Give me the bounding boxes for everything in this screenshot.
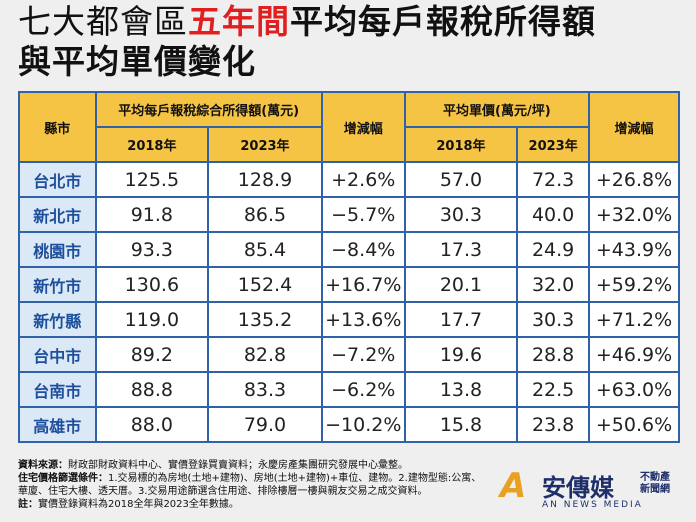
value-cell: 40.0 (516, 196, 591, 233)
value-cell: 19.6 (403, 336, 519, 373)
value-cell: −5.7% (320, 196, 406, 233)
value-cell: 72.3 (516, 161, 591, 198)
value-cell: +71.2% (588, 301, 680, 338)
table-row: 桃園市 93.3 85.4 −8.4% 17.3 24.9 +43.9% (18, 231, 680, 268)
value-cell: +50.6% (588, 406, 680, 443)
value-cell: 130.6 (94, 266, 210, 303)
value-cell: 88.0 (94, 406, 210, 443)
value-cell: 17.7 (403, 301, 519, 338)
title-highlight: 五年間 (188, 2, 290, 41)
city-cell: 台南市 (18, 371, 97, 408)
subheader-cell: 2023年 (516, 126, 591, 163)
header-cell: 縣市 (18, 91, 97, 163)
value-cell: 23.8 (516, 406, 591, 443)
value-cell: 22.5 (516, 371, 591, 408)
note-label: 資料來源： (18, 460, 68, 471)
value-cell: 83.3 (207, 371, 323, 408)
subheader-row: 2018年 2023年 2018年 2023年 (19, 126, 679, 163)
logo-sub: AN NEWS MEDIA (542, 500, 643, 510)
value-cell: 13.8 (403, 371, 519, 408)
value-cell: 32.0 (516, 266, 591, 303)
table-row: 台南市 88.8 83.3 −6.2% 13.8 22.5 +63.0% (18, 371, 680, 408)
note-text: 1.交易標的為房地(土地+建物)、房地(土地+建物)+車位、建物。2.建物型態:… (18, 473, 482, 497)
value-cell: +32.0% (588, 196, 680, 233)
value-cell: −10.2% (320, 406, 406, 443)
value-cell: 57.0 (403, 161, 519, 198)
value-cell: 91.8 (94, 196, 210, 233)
value-cell: 128.9 (207, 161, 323, 198)
header-row: 縣市 平均每戶報稅綜合所得額(萬元) 增減幅 平均單價(萬元/坪) 增減幅 (18, 91, 680, 163)
value-cell: +43.9% (588, 231, 680, 268)
value-cell: +59.2% (588, 266, 680, 303)
value-cell: +16.7% (320, 266, 406, 303)
notes: 資料來源：財政部財政資料中心、實價登錄買賣資料；永慶房產集團研究發展中心彙整。住… (18, 459, 488, 511)
header-cell: 增減幅 (320, 91, 406, 163)
table-row: 高雄市 88.0 79.0 −10.2% 15.8 23.8 +50.6% (18, 406, 680, 443)
title-part: 平均每戶報稅所得額 (290, 2, 596, 41)
title-part: 七大都會區 (18, 2, 188, 41)
value-cell: 152.4 (207, 266, 323, 303)
title-line1: 七大都會區五年間平均每戶報稅所得額 (18, 2, 596, 42)
city-cell: 新北市 (18, 196, 97, 233)
note: 住宅價格篩選條件：1.交易標的為房地(土地+建物)、房地(土地+建物)+車位、建… (18, 472, 488, 498)
value-cell: 20.1 (403, 266, 519, 303)
value-cell: 30.3 (516, 301, 591, 338)
value-cell: −6.2% (320, 371, 406, 408)
value-cell: +46.9% (588, 336, 680, 373)
data-table: 縣市 平均每戶報稅綜合所得額(萬元) 增減幅 平均單價(萬元/坪) 增減幅 2018年 20… (18, 91, 680, 443)
table-row: 新竹縣 119.0 135.2 +13.6% 17.7 30.3 +71.2% (18, 301, 680, 338)
value-cell: 93.3 (94, 231, 210, 268)
table-row: 新竹市 130.6 152.4 +16.7% 20.1 32.0 +59.2% (18, 266, 680, 303)
note: 註：實價登錄資料為2018全年與2023全年數據。 (18, 498, 488, 511)
logo: A 安傳媒 AN NEWS MEDIA 不動產新聞網 (500, 466, 690, 516)
header-cell: 平均每戶報稅綜合所得額(萬元) (94, 91, 323, 128)
value-cell: +26.8% (588, 161, 680, 198)
header-cell: 平均單價(萬元/坪) (403, 91, 591, 128)
header-cell: 增減幅 (588, 91, 680, 163)
city-cell: 新竹縣 (18, 301, 97, 338)
logo-mark: A (500, 466, 527, 506)
value-cell: 15.8 (403, 406, 519, 443)
value-cell: 86.5 (207, 196, 323, 233)
value-cell: 125.5 (94, 161, 210, 198)
subheader-cell: 2023年 (207, 126, 323, 163)
value-cell: 28.8 (516, 336, 591, 373)
table-row: 新北市 91.8 86.5 −5.7% 30.3 40.0 +32.0% (18, 196, 680, 233)
city-cell: 台北市 (18, 161, 97, 198)
value-cell: 89.2 (94, 336, 210, 373)
value-cell: 119.0 (94, 301, 210, 338)
value-cell: +13.6% (320, 301, 406, 338)
value-cell: −7.2% (320, 336, 406, 373)
value-cell: −8.4% (320, 231, 406, 268)
note-label: 註： (18, 499, 38, 510)
table-row: 台北市 125.5 128.9 +2.6% 57.0 72.3 +26.8% (18, 161, 680, 198)
value-cell: 135.2 (207, 301, 323, 338)
note-text: 財政部財政資料中心、實價登錄買賣資料；永慶房產集團研究發展中心彙整。 (68, 460, 408, 471)
subheader-cell: 2018年 (94, 126, 210, 163)
value-cell: +63.0% (588, 371, 680, 408)
logo-name: 安傳媒 (542, 474, 614, 502)
value-cell: 17.3 (403, 231, 519, 268)
title: 七大都會區五年間平均每戶報稅所得額 與平均單價變化 (18, 2, 596, 82)
value-cell: 24.9 (516, 231, 591, 268)
city-cell: 桃園市 (18, 231, 97, 268)
city-cell: 台中市 (18, 336, 97, 373)
note-text: 實價登錄資料為2018全年與2023全年數據。 (38, 499, 239, 510)
logo-tag: 不動產新聞網 (640, 472, 670, 495)
note-label: 住宅價格篩選條件： (18, 473, 108, 484)
value-cell: 79.0 (207, 406, 323, 443)
title-line2: 與平均單價變化 (18, 42, 256, 81)
value-cell: 85.4 (207, 231, 323, 268)
value-cell: 88.8 (94, 371, 210, 408)
table-row: 台中市 89.2 82.8 −7.2% 19.6 28.8 +46.9% (18, 336, 680, 373)
value-cell: +2.6% (320, 161, 406, 198)
subheader-cell: 2018年 (403, 126, 519, 163)
note: 資料來源：財政部財政資料中心、實價登錄買賣資料；永慶房產集團研究發展中心彙整。 (18, 459, 488, 472)
city-cell: 新竹市 (18, 266, 97, 303)
city-cell: 高雄市 (18, 406, 97, 443)
value-cell: 82.8 (207, 336, 323, 373)
value-cell: 30.3 (403, 196, 519, 233)
